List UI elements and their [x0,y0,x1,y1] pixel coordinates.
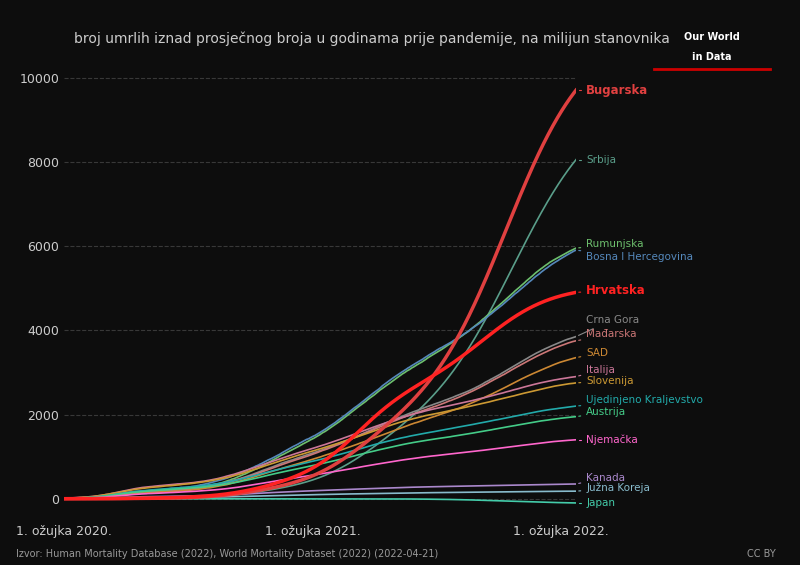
Text: Crna Gora: Crna Gora [578,315,639,336]
Text: SAD: SAD [578,349,608,358]
Text: Mađarska: Mađarska [578,329,637,340]
Text: in Data: in Data [692,51,732,62]
Text: Južna Koreja: Južna Koreja [578,483,650,493]
Text: broj umrlih iznad prosječnog broja u godinama prije pandemije, na milijun stanov: broj umrlih iznad prosječnog broja u god… [74,31,670,46]
Text: Hrvatska: Hrvatska [578,284,646,297]
Text: Izvor: Human Mortality Database (2022), World Mortality Dataset (2022) (2022-04-: Izvor: Human Mortality Database (2022), … [16,549,438,559]
Text: Ujedinjeno Kraljevstvo: Ujedinjeno Kraljevstvo [578,395,703,406]
Text: Rumunjska: Rumunjska [578,239,644,249]
Text: Our World: Our World [684,32,740,42]
Text: Slovenija: Slovenija [578,376,634,386]
Text: CC BY: CC BY [747,549,776,559]
Text: Njemačka: Njemačka [578,434,638,445]
Text: Kanada: Kanada [578,473,626,484]
Text: Japan: Japan [578,498,615,508]
Text: Srbija: Srbija [578,155,616,164]
Text: Bosna I Hercegovina: Bosna I Hercegovina [578,250,694,262]
Text: Italija: Italija [578,366,615,376]
Text: Bugarska: Bugarska [578,84,649,97]
Text: Austrija: Austrija [578,407,626,418]
